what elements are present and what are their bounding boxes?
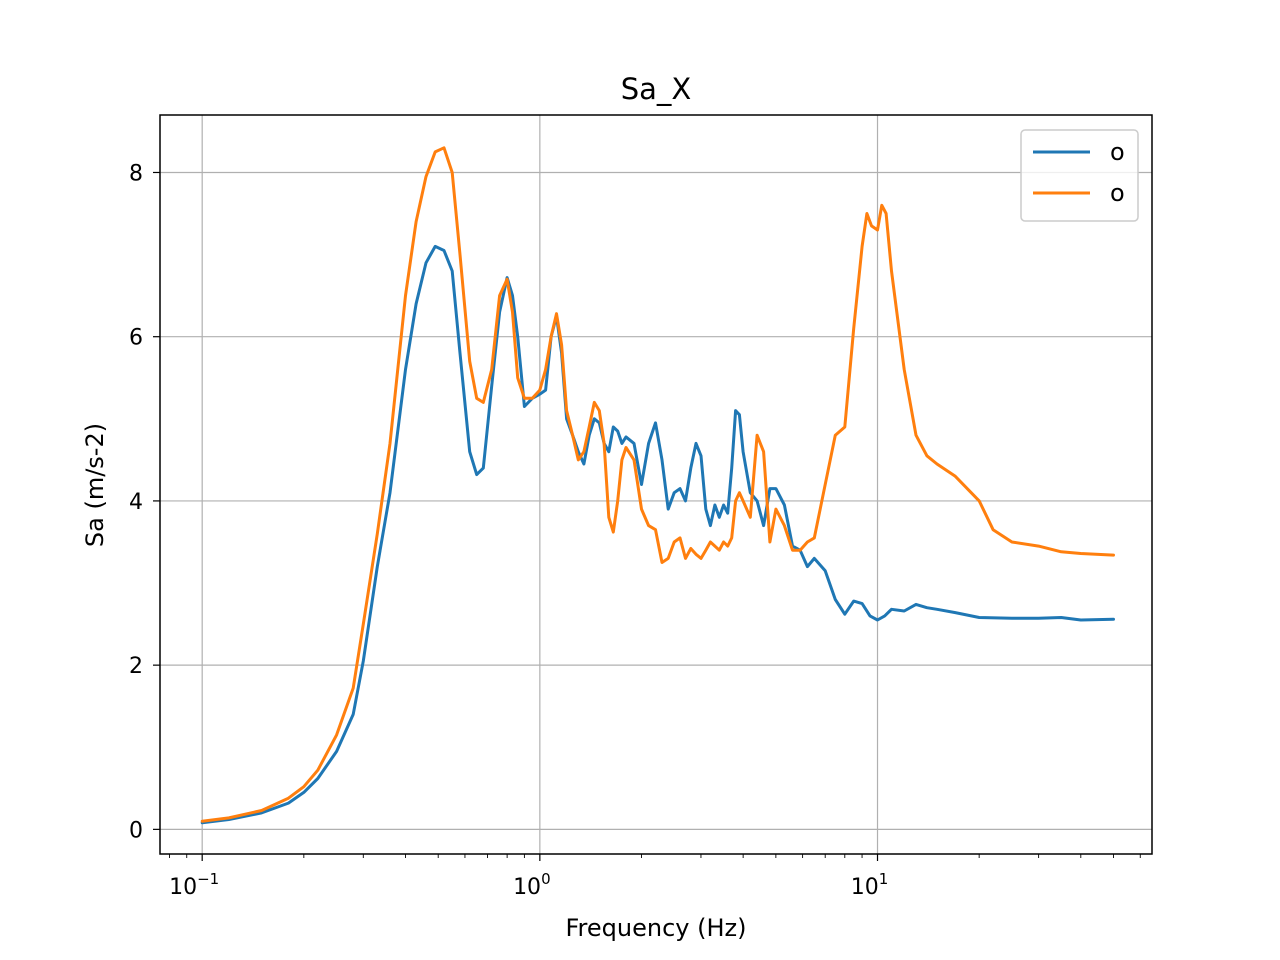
ticks: 0 2 4 6 8 10−1 100 101 [129, 161, 1141, 900]
y-axis-label: Sa (m/s-2) [81, 423, 109, 547]
plot-frame [159, 114, 1153, 855]
chart-title: Sa_X [621, 72, 692, 106]
grid [160, 115, 1152, 854]
y-tick-label-4: 4 [129, 490, 143, 515]
y-tick-label-8: 8 [129, 161, 143, 186]
y-tick-label-0: 0 [129, 818, 143, 843]
series-line-1 [200, 244, 1115, 825]
x-tick-label-1: 100 [513, 870, 551, 900]
legend-label-series-1: o [1110, 138, 1125, 166]
x-tick-label-0: 10−1 [169, 870, 219, 900]
series-line-2 [200, 146, 1115, 823]
x-tick-label-2: 101 [851, 870, 889, 900]
legend: o o [1020, 129, 1139, 222]
x-axis-label: Frequency (Hz) [566, 914, 747, 942]
y-tick-label-2: 2 [129, 654, 143, 679]
y-tick-label-6: 6 [129, 326, 143, 351]
legend-label-series-2: o [1110, 179, 1125, 207]
series-layer [200, 146, 1115, 825]
